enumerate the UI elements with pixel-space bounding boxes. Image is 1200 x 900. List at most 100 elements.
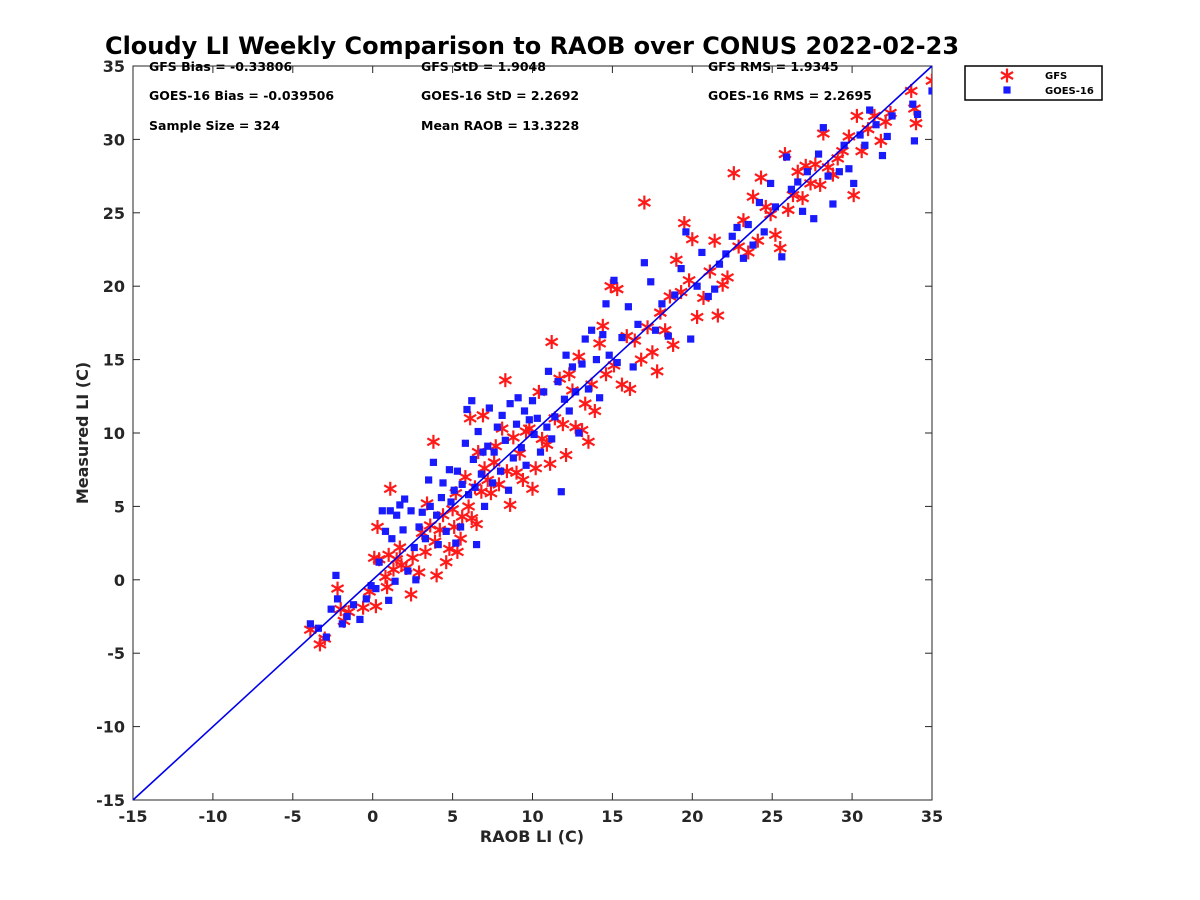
gfs-points: [303, 73, 932, 652]
gfs-point: [754, 170, 768, 185]
goes16-point: [840, 141, 848, 149]
x-tick-label: 30: [841, 807, 863, 826]
goes16-point: [888, 112, 896, 120]
gfs-point-stroke: [559, 450, 573, 460]
gfs-point: [450, 544, 465, 559]
goes16-point: [452, 539, 460, 547]
goes16-point: [463, 405, 471, 414]
goes16-point: [461, 439, 469, 447]
y-tick-label: 25: [103, 204, 125, 223]
gfs-point-stroke: [813, 180, 827, 190]
gfs-point: [773, 241, 787, 256]
goes16-point: [798, 207, 807, 215]
gfs-point-stroke: [658, 325, 672, 335]
gfs-point-stroke: [596, 321, 610, 331]
gfs-point-stroke: [732, 242, 746, 252]
y-tick-label: 5: [114, 497, 125, 516]
y-tick-label: 20: [103, 277, 125, 296]
x-tick-label: -10: [198, 807, 227, 826]
gfs-point-stroke: [330, 584, 345, 594]
x-tick-label: 25: [761, 807, 783, 826]
goes16-point: [581, 335, 589, 343]
gfs-point: [356, 600, 370, 615]
gfs-point: [484, 486, 498, 501]
gfs-point-stroke: [637, 198, 651, 207]
x-tick-label: 0: [367, 807, 378, 826]
gfs-point: [426, 434, 441, 449]
gfs-point: [666, 337, 680, 352]
y-tick-label: -10: [96, 718, 125, 737]
gfs-point: [850, 108, 864, 123]
goes16-point: [385, 596, 393, 604]
goes16-point: [744, 220, 752, 229]
gfs-point-stroke: [1000, 71, 1014, 80]
goes16-point: [861, 141, 869, 149]
stat-text: GOES-16 StD = 2.2692: [421, 88, 579, 103]
gfs-point-stroke: [370, 522, 385, 532]
legend-gfs-marker: [1000, 68, 1014, 83]
goes16-point: [819, 124, 827, 132]
gfs-point: [677, 216, 691, 231]
gfs-point-stroke: [746, 192, 760, 202]
goes16-point: [715, 260, 724, 268]
goes16-point: [327, 605, 335, 613]
stat-text: GOES-16 RMS = 2.2695: [708, 88, 872, 103]
gfs-point-stroke: [543, 459, 557, 469]
y-tick-label: 35: [103, 57, 125, 76]
goes16-point: [845, 165, 853, 173]
gfs-point: [463, 411, 477, 426]
gfs-point-stroke: [380, 582, 394, 592]
goes16-point: [914, 110, 922, 119]
goes16-point: [396, 501, 404, 509]
gfs-point: [406, 550, 420, 565]
gfs-point: [516, 472, 530, 487]
gfs-point: [795, 191, 810, 206]
goes16-point: [378, 507, 386, 515]
gfs-point-stroke: [711, 311, 725, 321]
goes16-point: [778, 253, 786, 261]
gfs-point-stroke: [476, 410, 490, 420]
goes16-point: [322, 633, 330, 641]
goes16-point: [560, 395, 569, 403]
gfs-point-stroke: [492, 479, 506, 489]
gfs-point: [690, 310, 704, 325]
goes16-point: [910, 137, 919, 145]
goes16-point: [693, 282, 701, 290]
goes16-point: [658, 300, 666, 308]
statistics-annotations: GFS Bias = -0.33806 GFS StD = 1.9048 GFS R…: [149, 59, 872, 133]
gfs-point-stroke: [578, 399, 592, 409]
goes16-point: [568, 363, 577, 371]
gfs-point-stroke: [484, 488, 498, 498]
goes16-point: [543, 423, 551, 431]
goes16-point: [760, 228, 768, 236]
gfs-point-stroke: [708, 236, 722, 246]
gfs-point: [623, 381, 637, 396]
goes16-point: [439, 479, 447, 487]
gfs-point-stroke: [773, 243, 787, 253]
goes16-point: [506, 400, 514, 408]
gfs-point-stroke: [759, 202, 773, 212]
goes16-point: [856, 131, 864, 139]
goes16-point: [698, 248, 706, 257]
goes16-point: [551, 413, 559, 421]
goes16-point: [584, 385, 593, 393]
goes16-point: [787, 185, 795, 193]
gfs-point-stroke: [556, 419, 570, 429]
goes16-point: [782, 153, 791, 161]
goes16-point: [883, 132, 891, 141]
gfs-point: [525, 481, 540, 496]
gfs-point-stroke: [650, 366, 664, 376]
goes16-point: [453, 467, 461, 475]
gfs-point: [330, 581, 345, 596]
gfs-point-stroke: [509, 468, 524, 478]
goes16-point: [749, 241, 757, 249]
gfs-point-stroke: [458, 472, 472, 482]
goes16-point: [498, 411, 506, 419]
goes16-point: [536, 448, 545, 456]
gfs-point: [543, 456, 557, 471]
goes16-point: [810, 215, 818, 223]
goes16-point: [767, 179, 775, 188]
gfs-point: [634, 352, 648, 367]
goes16-point: [872, 121, 880, 129]
legend-goes16-marker: [1003, 86, 1011, 94]
